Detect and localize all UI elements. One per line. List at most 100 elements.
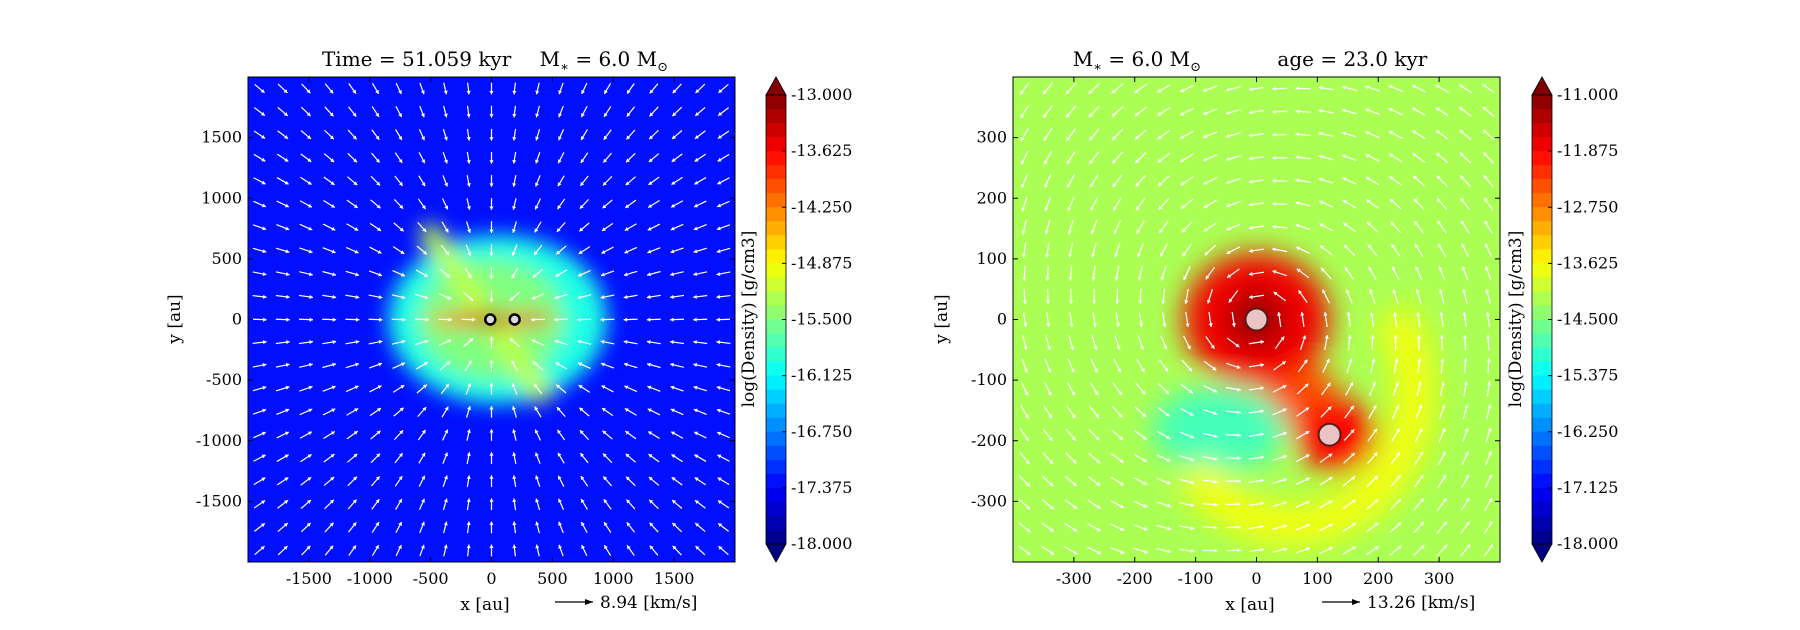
velocity-arrow-head (623, 272, 628, 277)
velocity-arrow-head (1319, 245, 1324, 250)
left-velocity-key-label: 8.94 [km/s] (600, 593, 697, 613)
velocity-arrow-head (1412, 107, 1417, 112)
velocity-arrow-head (623, 362, 628, 367)
colorbar-segment (1532, 123, 1552, 138)
velocity-arrow-head (1351, 499, 1356, 504)
velocity-arrow-head (1373, 428, 1377, 433)
velocity-arrow-head (1350, 452, 1355, 457)
velocity-arrow-head (1341, 108, 1346, 113)
velocity-arrow-head (693, 408, 698, 413)
velocity-arrow-head (443, 90, 448, 95)
velocity-arrow-head (1318, 131, 1323, 136)
velocity-arrow-head (1412, 84, 1417, 89)
velocity-arrow-head (1318, 177, 1323, 182)
velocity-arrow-head (447, 339, 452, 344)
velocity-arrow-head (1158, 205, 1163, 210)
velocity-arrow-head (1342, 131, 1346, 136)
velocity-arrow-head (1350, 405, 1354, 410)
x-tick-label: -1500 (286, 569, 332, 588)
velocity-arrow-head (1021, 230, 1026, 235)
velocity-arrow-head (671, 454, 676, 459)
velocity-arrow-head (1306, 547, 1311, 551)
velocity-arrow-head (489, 452, 494, 456)
velocity-arrow-head (1318, 108, 1323, 113)
velocity-arrow-head (1418, 404, 1423, 409)
velocity-arrow-head (1272, 178, 1276, 183)
velocity-arrow-head (1203, 227, 1208, 232)
velocity-arrow-head (262, 226, 267, 231)
velocity-arrow-head (1419, 498, 1424, 503)
velocity-arrow-head (1092, 323, 1097, 327)
velocity-arrow-head (1305, 500, 1310, 505)
velocity-arrow-head (1160, 276, 1165, 281)
colorbar-segment (766, 529, 786, 545)
velocity-arrow-head (649, 89, 654, 94)
velocity-arrow-head (716, 226, 721, 231)
velocity-arrow-head (1327, 406, 1332, 411)
velocity-arrow-head (1048, 437, 1053, 441)
velocity-arrow-head (1413, 198, 1418, 203)
velocity-arrow-head (284, 477, 289, 482)
velocity-arrow-head (670, 317, 674, 322)
velocity-arrow-head (1260, 339, 1264, 345)
velocity-arrow-head (1167, 549, 1172, 554)
velocity-arrow-head (1189, 389, 1194, 394)
velocity-arrow-head (604, 112, 608, 117)
velocity-arrow-head (1343, 222, 1348, 227)
velocity-arrow-head (626, 112, 631, 117)
velocity-arrow-head (558, 113, 563, 118)
velocity-arrow-head (693, 226, 698, 231)
velocity-arrow-head (1273, 291, 1278, 296)
velocity-arrow-head (1046, 323, 1051, 327)
velocity-arrow-head (331, 408, 336, 413)
velocity-arrow-head (466, 475, 471, 480)
velocity-arrow-head (1159, 229, 1163, 234)
velocity-arrow-head (398, 158, 403, 163)
velocity-arrow-head (1463, 358, 1468, 362)
velocity-arrow-head (446, 273, 451, 278)
velocity-arrow-head (308, 272, 313, 277)
left-x-axis-label: x [au] (460, 595, 509, 615)
velocity-arrow-head (421, 159, 425, 164)
velocity-arrow-head (1190, 480, 1195, 485)
velocity-arrow-head (1295, 109, 1299, 114)
velocity-arrow-head (1096, 550, 1101, 555)
colorbar-extend-bottom (765, 543, 787, 563)
velocity-arrow-head (1460, 175, 1464, 180)
velocity-arrow-head (625, 181, 630, 186)
velocity-arrow-head (355, 294, 360, 300)
velocity-arrow-head (1073, 527, 1078, 532)
velocity-arrow-head (1283, 454, 1287, 459)
velocity-arrow-head (423, 273, 428, 277)
velocity-arrow-head (581, 521, 585, 526)
velocity-arrow-head (1441, 404, 1446, 409)
velocity-arrow-head (376, 204, 381, 209)
velocity-arrow-head (1303, 359, 1308, 364)
velocity-arrow-head (262, 408, 267, 413)
colorbar-tick-label: -17.375 (791, 478, 852, 497)
velocity-arrow-head (1388, 85, 1393, 89)
colorbar-tick-label: -16.250 (1557, 422, 1618, 441)
velocity-arrow-head (626, 158, 630, 163)
velocity-arrow-head (1089, 136, 1094, 141)
x-tick-label: 1000 (593, 569, 634, 588)
velocity-arrow-head (1134, 135, 1139, 140)
velocity-arrow-head (1249, 202, 1253, 207)
velocity-arrow-head (693, 362, 698, 367)
velocity-arrow-head (1394, 381, 1399, 386)
colorbar-segment (766, 193, 786, 208)
velocity-arrow-head (1167, 526, 1172, 531)
velocity-arrow-head (532, 273, 537, 278)
colorbar-segment (766, 347, 786, 363)
velocity-arrow-head (509, 338, 514, 343)
velocity-arrow-head (1392, 289, 1397, 294)
velocity-arrow-head (557, 205, 562, 210)
velocity-arrow-head (578, 385, 583, 389)
velocity-arrow-head (512, 182, 517, 187)
velocity-arrow-head (1435, 130, 1440, 134)
velocity-arrow-head (554, 339, 559, 344)
colorbar-segment (766, 389, 786, 405)
velocity-arrow-head (489, 498, 494, 502)
velocity-arrow-head (1226, 157, 1230, 162)
velocity-arrow-head (443, 521, 448, 526)
